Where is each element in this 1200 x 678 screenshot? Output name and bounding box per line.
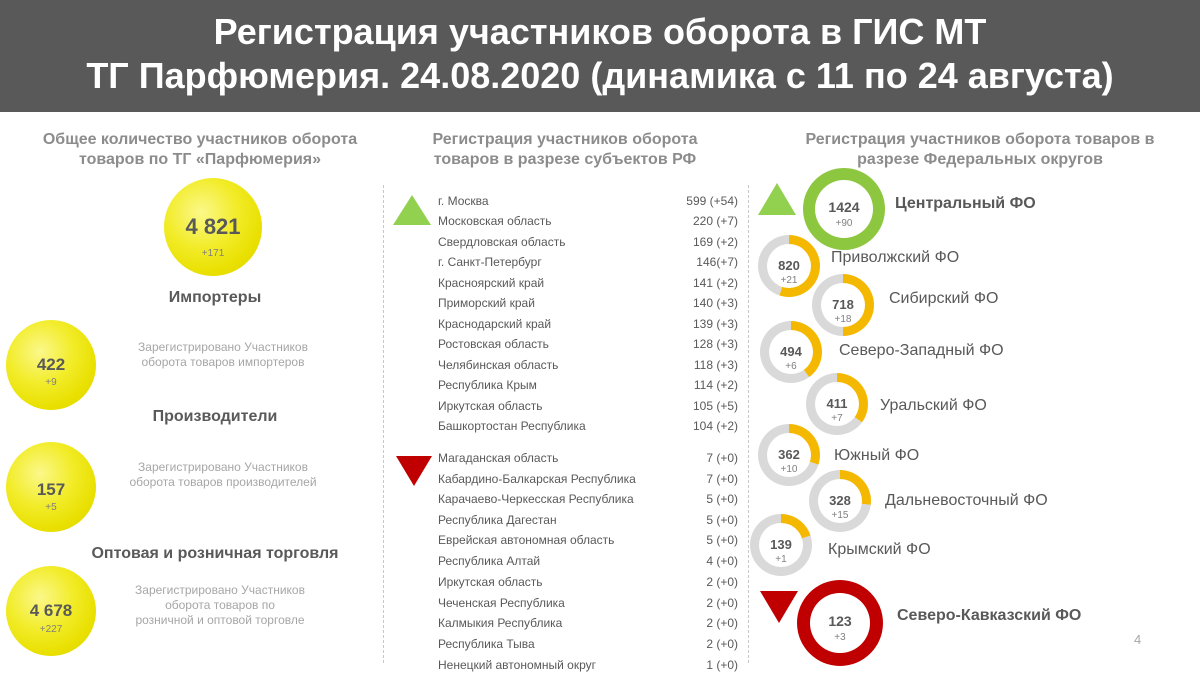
producers-ball: 157 +5 (6, 442, 96, 532)
district-triangle-down-icon (760, 591, 798, 623)
district-label: Южный ФО (834, 447, 920, 464)
list-item: Республика Тыва 2 (+0) (438, 637, 738, 651)
total-participants-ball: 4 821 +171 (164, 178, 262, 276)
district-ring: 362 +10 (758, 424, 820, 486)
producers-delta: +5 (45, 502, 57, 513)
district-ring: 411 +7 (806, 373, 868, 435)
list-item: Ненецкий автономный округ 1 (+0) (438, 658, 738, 672)
list-item: Иркутская область 2 (+0) (438, 575, 738, 589)
list-item: Челябинская область 118 (+3) (438, 358, 738, 372)
list-item: Магаданская область 7 (+0) (438, 451, 738, 465)
middle-column-title: Регистрация участников оборота товаров в… (432, 131, 698, 168)
district-ring: 1424 +90 (803, 168, 885, 250)
separator-left (383, 185, 384, 663)
separator-right (748, 185, 749, 663)
importers-description: Зарегистрировано Участников оборота това… (138, 340, 308, 369)
list-item: г. Санкт-Петербург 146(+7) (438, 255, 738, 269)
district-label: Северо-Кавказский ФО (897, 607, 1082, 624)
list-item: Краснодарский край 139 (+3) (438, 317, 738, 331)
list-item: Еврейская автономная область 5 (+0) (438, 533, 738, 547)
list-item: Калмыкия Республика 2 (+0) (438, 616, 738, 630)
list-item: Приморский край 140 (+3) (438, 296, 738, 310)
district-ring: 328 +15 (809, 470, 871, 532)
importers-ball: 422 +9 (6, 320, 96, 410)
total-participants-delta: +171 (201, 248, 225, 259)
triangle-up-icon (393, 195, 431, 225)
district-ring: 123 +3 (797, 580, 883, 666)
importers-delta: +9 (45, 377, 57, 388)
importers-heading: Импортеры (168, 289, 262, 306)
list-item: Башкортостан Республика 104 (+2) (438, 419, 738, 433)
district-label: Приволжский ФО (831, 249, 960, 266)
importers-value: 422 (36, 355, 66, 374)
trade-description: Зарегистрировано Участников оборота това… (135, 583, 305, 627)
trade-ball: 4 678 +227 (6, 566, 96, 656)
producers-value: 157 (36, 480, 66, 499)
list-item: Ростовская область 128 (+3) (438, 337, 738, 351)
list-item: Кабардино-Балкарская Республика 7 (+0) (438, 472, 738, 486)
district-label: Уральский ФО (880, 397, 987, 414)
trade-value: 4 678 (29, 601, 73, 620)
district-label: Северо-Западный ФО (839, 342, 1004, 359)
list-item: г. Москва 599 (+54) (438, 194, 738, 208)
district-ring: 139 +1 (750, 514, 812, 576)
district-ring: 494 +6 (760, 321, 822, 383)
list-item: Чеченская Республика 2 (+0) (438, 596, 738, 610)
district-label: Крымский ФО (828, 541, 931, 558)
slide-title: Регистрация участников оборота в ГИС МТ … (86, 11, 1114, 96)
district-ring: 820 +21 (758, 235, 820, 297)
trade-heading: Оптовая и розничная торговля (91, 545, 339, 562)
trade-delta: +227 (39, 624, 63, 635)
district-label: Сибирский ФО (889, 290, 999, 307)
list-item: Московская область 220 (+7) (438, 214, 738, 228)
district-label: Центральный ФО (895, 195, 1036, 212)
producers-description: Зарегистрировано Участников оборота това… (129, 460, 317, 489)
list-item: Карачаево-Черкесская Республика 5 (+0) (438, 492, 738, 506)
district-ring: 718 +18 (812, 274, 874, 336)
district-triangle-up-icon (758, 183, 796, 215)
producers-heading: Производители (152, 408, 278, 425)
total-participants-value: 4 821 (185, 214, 241, 239)
list-item: Республика Дагестан 5 (+0) (438, 513, 738, 527)
list-item: Свердловская область 169 (+2) (438, 235, 738, 249)
triangle-down-icon (396, 456, 432, 486)
list-item: Иркутская область 105 (+5) (438, 399, 738, 413)
right-column-title: Регистрация участников оборота товаров в… (805, 131, 1155, 168)
district-label: Дальневосточный ФО (885, 492, 1048, 509)
list-item: Красноярский край 141 (+2) (438, 276, 738, 290)
list-item: Республика Крым 114 (+2) (438, 378, 738, 392)
slide-header: Регистрация участников оборота в ГИС МТ … (0, 0, 1200, 112)
page-number: 4 (1134, 632, 1142, 647)
list-item: Республика Алтай 4 (+0) (438, 554, 738, 568)
left-column-title: Общее количество участников оборота това… (42, 131, 358, 168)
